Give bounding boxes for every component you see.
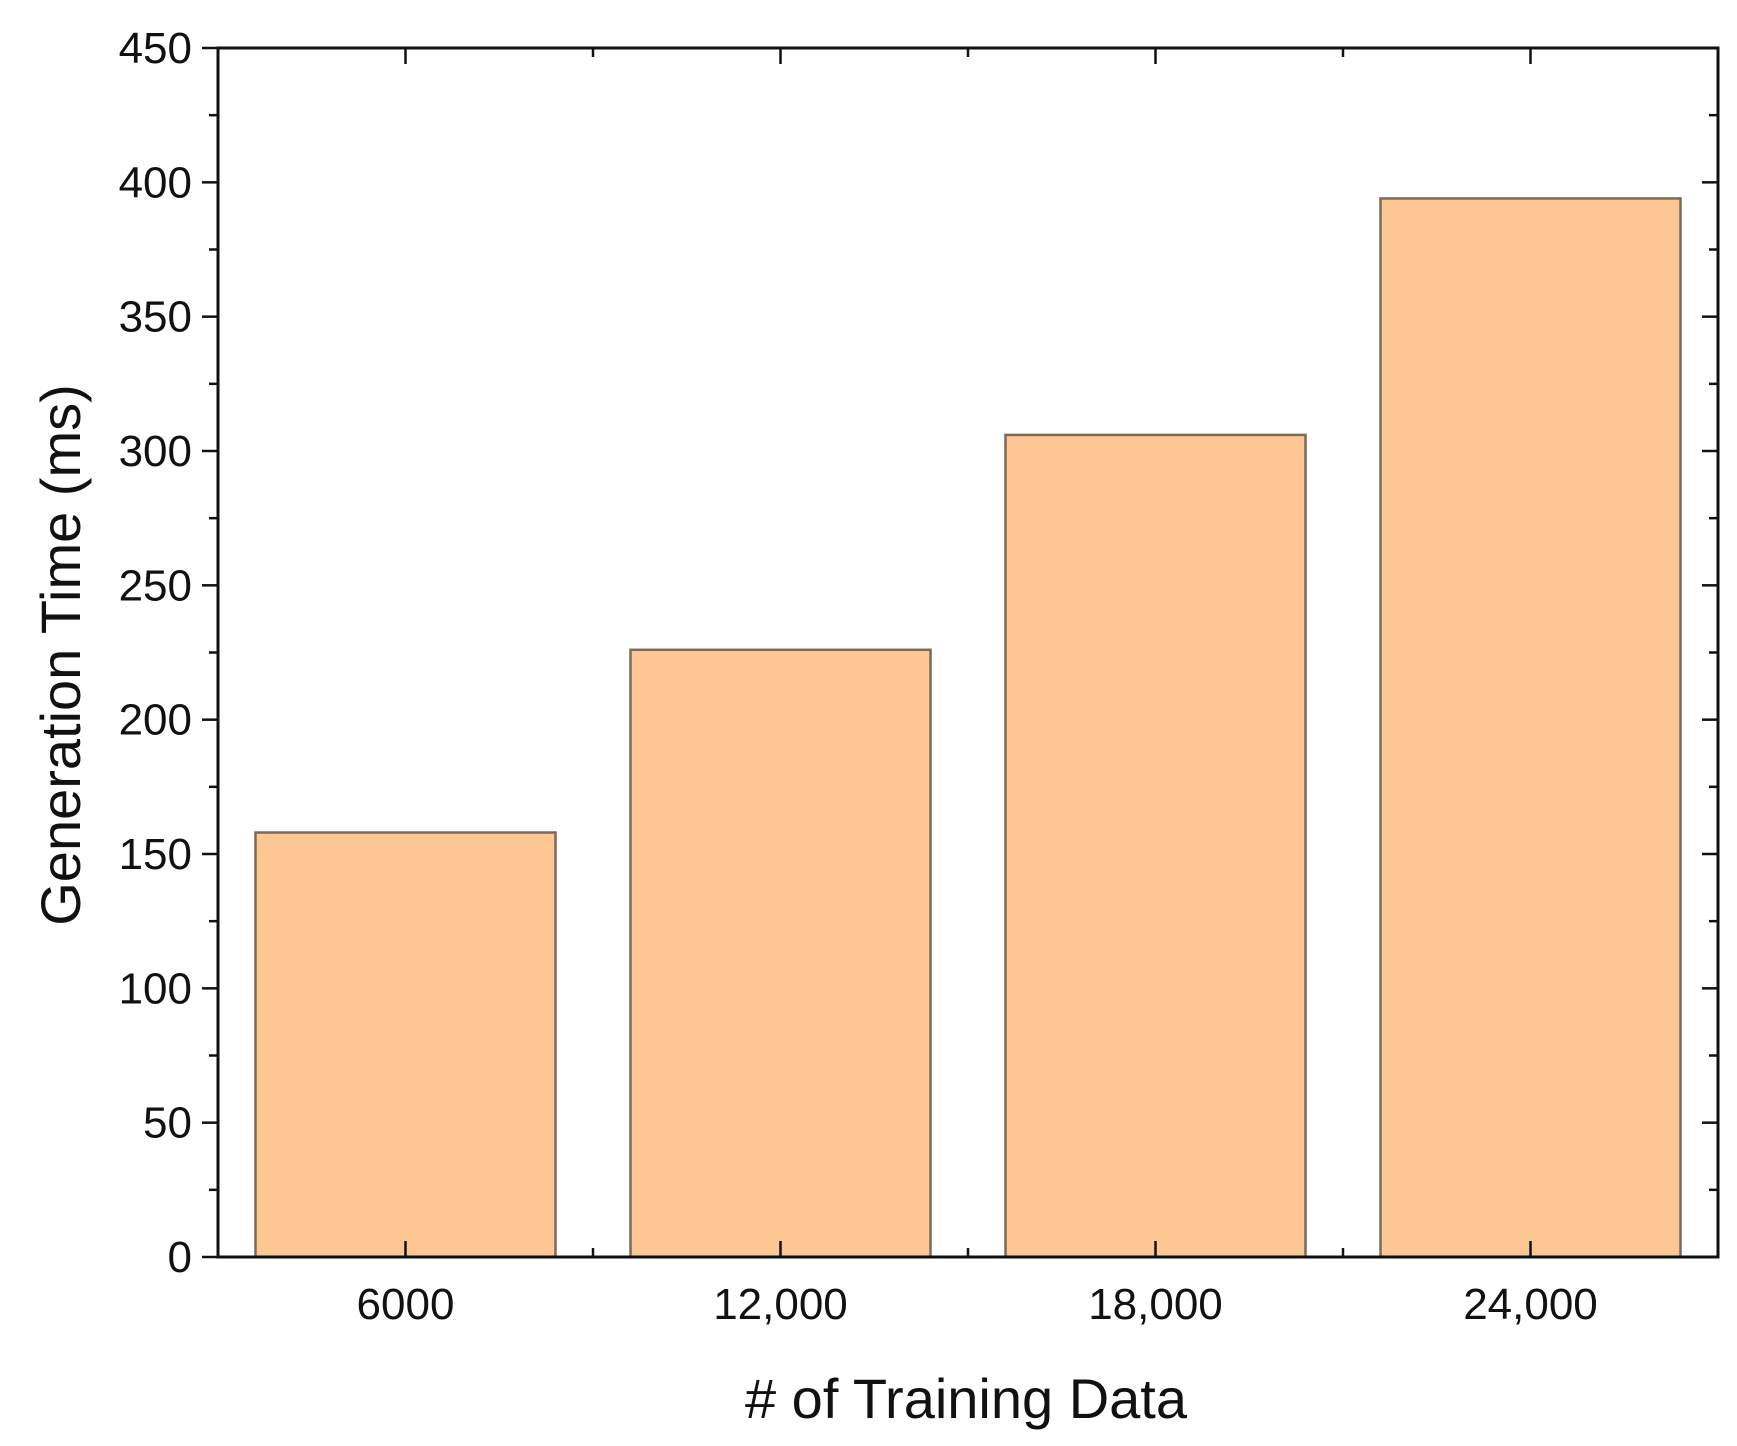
y-tick-label-9: 450 bbox=[119, 24, 192, 73]
bar-3 bbox=[1379, 197, 1682, 1259]
bar-1 bbox=[629, 648, 932, 1259]
bar-2 bbox=[1004, 433, 1307, 1259]
y-tick-label-7: 350 bbox=[119, 293, 192, 342]
x-tick-label-2: 18,000 bbox=[1088, 1280, 1223, 1329]
y-tick-label-3: 150 bbox=[119, 830, 192, 879]
bar-0 bbox=[254, 831, 557, 1259]
y-tick-label-2: 100 bbox=[119, 964, 192, 1013]
x-tick-label-3: 24,000 bbox=[1463, 1280, 1598, 1329]
x-tick-label-0: 6000 bbox=[357, 1280, 455, 1329]
x-tick-label-1: 12,000 bbox=[713, 1280, 848, 1329]
axes-frame bbox=[216, 46, 1720, 1259]
plot-frame bbox=[216, 46, 1720, 1259]
x-axis-title: # of Training Data bbox=[745, 1367, 1188, 1430]
y-tick-label-4: 200 bbox=[119, 696, 192, 745]
labels: 0 50 100 150 200 250 300 350 400 450 6000 12,000 18,… bbox=[119, 24, 1598, 1329]
bars bbox=[254, 197, 1682, 1259]
y-tick-label-1: 50 bbox=[143, 1099, 192, 1148]
y-tick-label-6: 300 bbox=[119, 427, 192, 476]
y-tick-label-5: 250 bbox=[119, 561, 192, 610]
y-tick-label-8: 400 bbox=[119, 158, 192, 207]
y-tick-label-0: 0 bbox=[168, 1233, 192, 1282]
y-axis-title: Generation Time (ms) bbox=[29, 384, 92, 926]
